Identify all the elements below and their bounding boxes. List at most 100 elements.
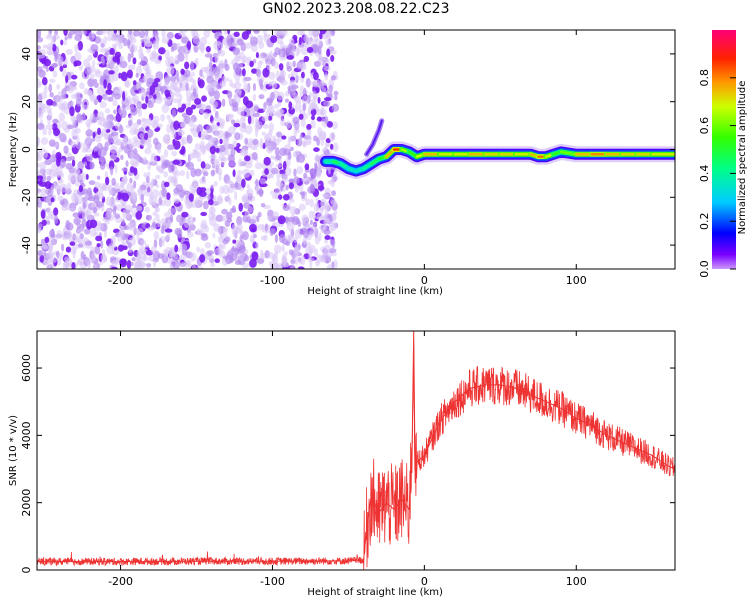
noise-blob (166, 96, 173, 104)
noise-blob (280, 118, 285, 127)
noise-blob (109, 145, 118, 155)
noise-blob (253, 146, 258, 151)
noise-blob (85, 173, 89, 180)
noise-blob (42, 244, 49, 250)
noise-blob (119, 124, 123, 134)
noise-blob (305, 222, 311, 229)
noise-blob (310, 115, 315, 121)
noise-blob (124, 233, 130, 239)
noise-blob (276, 131, 283, 138)
noise-blob (88, 180, 96, 186)
noise-blob (249, 258, 257, 268)
noise-blob (164, 89, 170, 97)
snr-trace (37, 349, 675, 570)
noise-blob (48, 83, 53, 93)
noise-blob (278, 63, 284, 71)
noise-blob (153, 93, 157, 100)
noise-blob (222, 184, 230, 194)
noise-blob (129, 114, 133, 122)
noise-blob (117, 191, 122, 201)
noise-blob (65, 246, 72, 253)
noise-blob (208, 199, 214, 206)
noise-blob (298, 102, 302, 113)
noise-blob (210, 120, 215, 130)
noise-blob (305, 77, 311, 88)
noise-blob (77, 228, 85, 233)
noise-blob (234, 132, 241, 141)
noise-blob (305, 198, 311, 206)
noise-blob (160, 154, 165, 164)
noise-blob (68, 84, 75, 94)
noise-blob (137, 227, 144, 236)
noise-blob (85, 214, 92, 220)
y-tick-label: 0 (20, 146, 33, 153)
noise-blob (222, 238, 229, 245)
noise-blob (188, 224, 196, 231)
noise-blob (161, 161, 168, 169)
snr-data-point (651, 454, 653, 457)
noise-blob (228, 196, 232, 206)
noise-blob (312, 30, 317, 38)
noise-blob (40, 238, 45, 245)
noise-blob (129, 177, 133, 184)
noise-blob (162, 133, 171, 144)
colorbar-tick-label: 0.4 (698, 165, 711, 183)
noise-blob (284, 144, 290, 149)
noise-blob (250, 106, 256, 112)
noise-blob (299, 59, 305, 69)
noise-blob (154, 213, 160, 221)
noise-blob (213, 140, 219, 146)
noise-blob (103, 35, 107, 45)
noise-blob (37, 150, 44, 160)
snr-data-point (414, 481, 416, 484)
noise-blob (103, 95, 108, 101)
noise-blob (121, 218, 125, 226)
noise-blob (239, 110, 245, 118)
noise-blob (218, 59, 225, 69)
noise-blob (98, 30, 107, 35)
noise-blob (155, 184, 160, 189)
noise-blob (241, 230, 249, 241)
noise-blob (132, 203, 137, 209)
noise-blob (188, 193, 194, 202)
noise-blob (220, 67, 224, 75)
colorbar-tick-label: 0.2 (698, 212, 711, 230)
noise-blob (191, 179, 199, 189)
noise-blob (279, 169, 286, 175)
noise-blob (290, 258, 296, 265)
noise-blob (159, 239, 165, 247)
noise-blob (147, 99, 152, 106)
noise-blob (282, 204, 290, 211)
noise-blob (254, 162, 263, 170)
noise-blob (93, 264, 98, 269)
snr-data-point (411, 441, 413, 443)
noise-blob (45, 66, 49, 72)
noise-blob (146, 47, 151, 54)
snr-data-point (366, 529, 368, 531)
noise-blob (92, 113, 96, 124)
noise-blob (146, 77, 154, 85)
noise-blob (330, 75, 336, 81)
noise-blob (321, 193, 329, 198)
noise-blob (268, 122, 275, 132)
noise-blob (274, 187, 281, 195)
noise-blob (201, 145, 206, 156)
noise-blob (253, 30, 259, 33)
noise-blob (281, 175, 289, 183)
noise-blob (209, 154, 217, 160)
noise-blob (59, 65, 64, 72)
noise-blob (207, 251, 212, 257)
noise-blob (65, 48, 73, 56)
noise-blob (194, 197, 199, 206)
noise-blob (275, 180, 283, 188)
noise-blob (106, 30, 110, 36)
noise-blob (224, 130, 230, 139)
noise-blob (118, 107, 124, 115)
noise-blob (137, 187, 142, 197)
noise-blob (113, 30, 117, 34)
signal-ridge (559, 150, 578, 156)
noise-blob (199, 254, 206, 263)
noise-blob (53, 128, 61, 137)
noise-blob (113, 109, 117, 115)
snr-data-point (514, 387, 517, 389)
